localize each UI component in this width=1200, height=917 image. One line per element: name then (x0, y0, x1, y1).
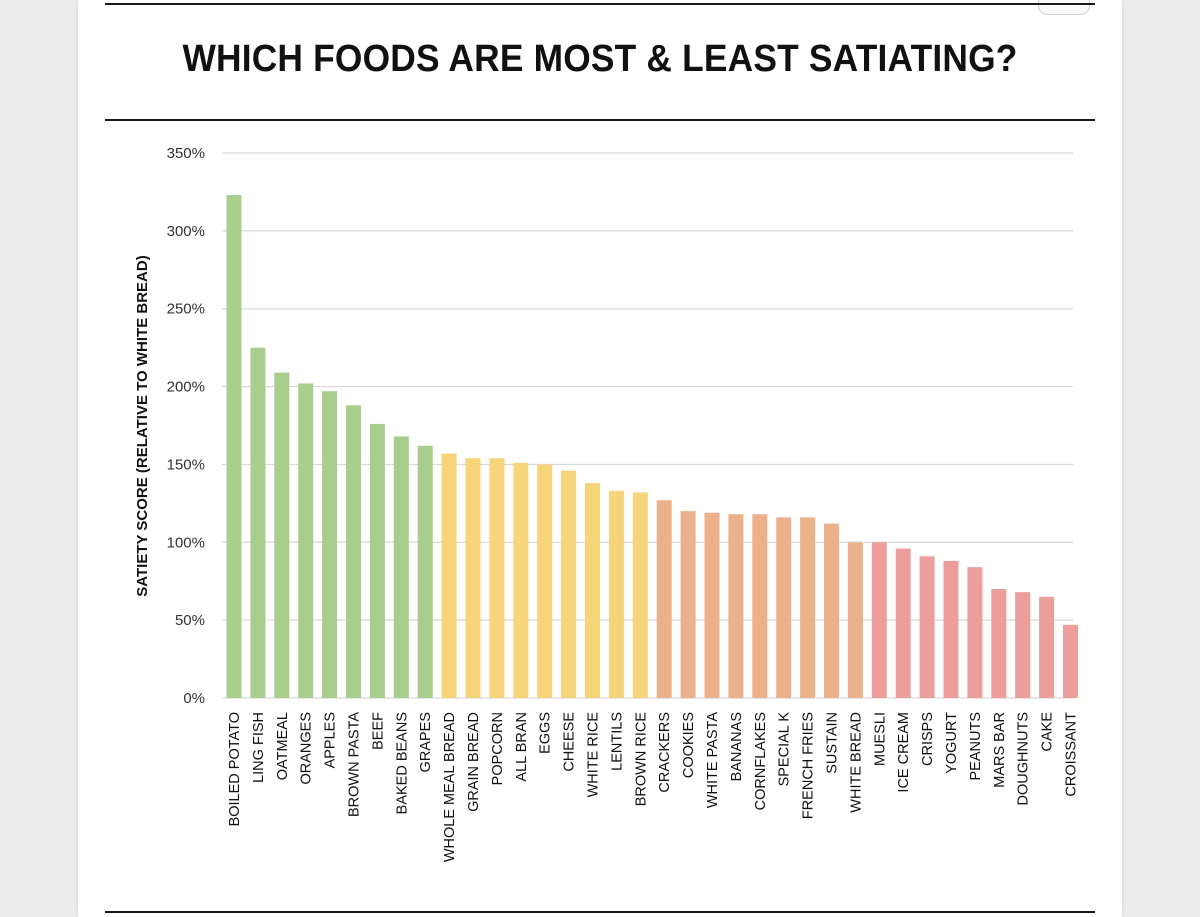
bar-cornflakes (752, 514, 768, 698)
y-axis-label: SATIETY SCORE (RELATIVE TO WHITE BREAD) (134, 255, 151, 596)
bar-ling-fish (250, 347, 266, 698)
x-tick-label: WHITE BREAD (848, 712, 864, 813)
bar-whole-meal-bread (441, 453, 457, 698)
x-tick-label: LENTILS (609, 712, 625, 771)
x-tick-label: MUESLI (872, 712, 888, 766)
x-tick-label: ALL BRAN (514, 712, 530, 782)
x-tick-label: CORNFLAKES (753, 712, 769, 810)
x-tick-label: BANANAS (729, 712, 745, 781)
bar-cheese (561, 470, 577, 698)
bar-beef (369, 423, 385, 698)
y-tick-label: 250% (167, 301, 205, 318)
x-tick-label: ICE CREAM (896, 712, 912, 793)
bar-eggs (537, 464, 553, 698)
x-tick-label: POPCORN (490, 712, 506, 785)
x-tick-label: CAKE (1040, 712, 1056, 752)
x-tick-label: WHITE PASTA (705, 712, 721, 808)
x-tick-label: GRAPES (418, 712, 434, 772)
bar-white-bread (847, 542, 863, 698)
bar-baked-beans (393, 436, 409, 698)
x-tick-label: MARS BAR (992, 712, 1008, 788)
x-tick-label: SUSTAIN (825, 712, 841, 774)
bar-oranges (298, 383, 314, 698)
bar-yogurt (943, 560, 959, 698)
x-tick-label: CRACKERS (657, 712, 673, 793)
x-tick-label: CRISPS (920, 712, 936, 766)
bar-special-k (776, 517, 792, 698)
x-tick-label: ORANGES (299, 712, 315, 785)
bar-popcorn (489, 458, 505, 698)
y-tick-label: 100% (167, 534, 205, 551)
bar-mars-bar (991, 589, 1007, 698)
bar-white-rice (585, 483, 600, 698)
y-tick-label: 200% (167, 379, 205, 396)
x-tick-label: DOUGHNUTS (1016, 712, 1032, 805)
bar-french-fries (800, 517, 816, 698)
y-tick-label: 50% (175, 612, 205, 629)
x-tick-label: EGGS (538, 712, 554, 754)
bar-cake (1039, 596, 1055, 698)
bars (226, 195, 1078, 699)
x-tick-label: BEEF (370, 712, 386, 750)
bar-lentils (608, 490, 624, 698)
bar-apples (322, 391, 338, 698)
bar-sustain (824, 523, 839, 698)
y-axis-ticks: 0% 50% 100% 150% 200% 250% 300% 350% (167, 145, 205, 707)
x-tick-label: GRAIN BREAD (466, 712, 482, 812)
x-tick-label: BROWN RICE (633, 712, 649, 807)
bar-white-pasta (704, 512, 720, 698)
bar-crackers (656, 500, 672, 698)
top-divider (105, 3, 1095, 5)
bar-muesli (871, 542, 887, 698)
y-tick-label: 150% (167, 456, 205, 473)
x-tick-label: COOKIES (681, 712, 697, 778)
bar-doughnuts (1015, 592, 1031, 698)
x-tick-label: YOGURT (944, 712, 960, 774)
title-divider (105, 119, 1095, 121)
x-tick-label: PEANUTS (968, 712, 984, 781)
x-tick-label: BOILED POTATO (227, 712, 243, 826)
bar-oatmeal (274, 372, 290, 698)
x-tick-label: CHEESE (562, 712, 578, 772)
x-tick-label: APPLES (323, 712, 339, 768)
bar-boiled-potato (226, 195, 242, 699)
x-tick-label: OATMEAL (275, 712, 291, 780)
bar-ice-cream (895, 548, 911, 698)
y-tick-label: 0% (183, 690, 205, 707)
x-tick-label: CROISSANT (1064, 712, 1080, 797)
x-tick-label: LING FISH (251, 712, 267, 783)
bar-brown-rice (632, 492, 648, 698)
bar-cookies (680, 511, 696, 698)
bar-croissant (1063, 624, 1078, 698)
x-tick-label: WHOLE MEAL BREAD (442, 712, 458, 862)
x-tick-label: SPECIAL K (777, 712, 793, 787)
bar-brown-pasta (346, 405, 361, 698)
y-tick-label: 350% (167, 145, 205, 162)
x-tick-label: BROWN PASTA (347, 712, 363, 817)
x-tick-label: FRENCH FRIES (801, 712, 817, 819)
x-tick-label: WHITE RICE (586, 712, 602, 798)
bottom-divider (105, 911, 1095, 913)
x-tick-label: BAKED BEANS (394, 712, 410, 814)
bar-peanuts (967, 567, 983, 698)
bar-bananas (728, 514, 744, 698)
x-axis-labels: BOILED POTATO LING FISH OATMEAL ORANGES APPL… (227, 712, 1080, 862)
bar-crisps (919, 556, 935, 698)
y-tick-label: 300% (167, 223, 205, 240)
bar-grain-bread (465, 458, 481, 698)
chart-title: WHICH FOODS ARE MOST & LEAST SATIATING? (182, 38, 1018, 80)
bar-grapes (417, 445, 433, 698)
bar-all-bran (513, 462, 529, 698)
